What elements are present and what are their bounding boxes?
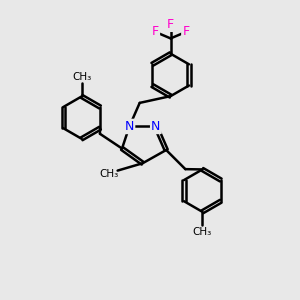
Text: CH₃: CH₃ bbox=[72, 72, 91, 82]
Text: F: F bbox=[182, 26, 190, 38]
Text: CH₃: CH₃ bbox=[99, 169, 119, 178]
Text: CH₃: CH₃ bbox=[193, 226, 212, 237]
Text: F: F bbox=[167, 18, 174, 31]
Text: N: N bbox=[125, 120, 134, 133]
Text: N: N bbox=[151, 120, 160, 133]
Text: F: F bbox=[152, 26, 159, 38]
